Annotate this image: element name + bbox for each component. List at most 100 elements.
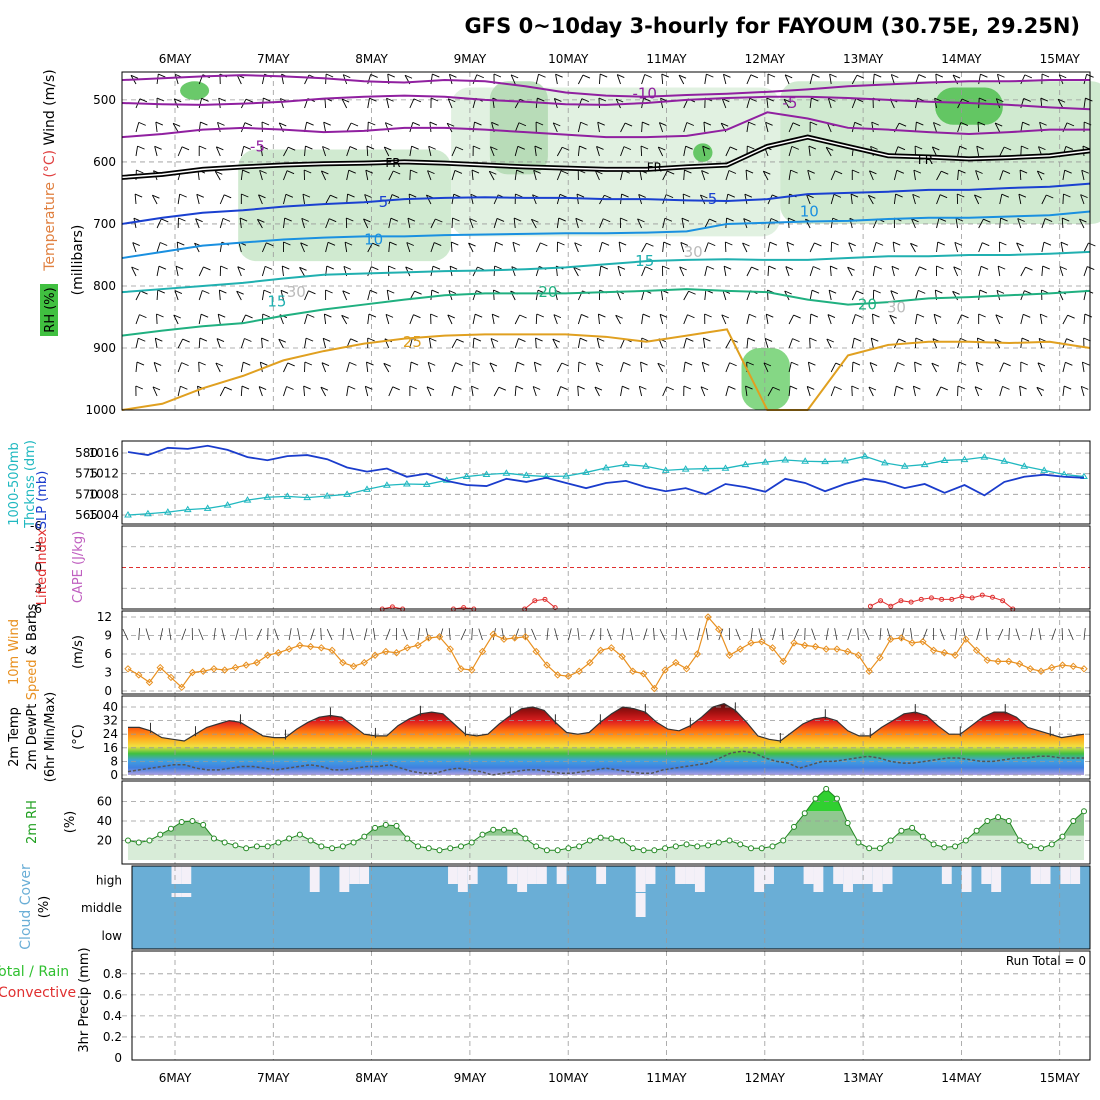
wind-barb [450,241,453,253]
wind-barb-flag [218,313,226,318]
wind-barb [722,290,727,301]
wind-barb [725,339,732,349]
wind-barb [173,98,179,109]
wind-barb-flag [155,337,163,342]
wind10-point [135,671,143,679]
wind10-point [242,661,250,669]
thickness-point [124,511,132,518]
wind-barb [785,266,790,277]
wind-barb-flag [764,338,773,342]
wind-barb-flag [833,193,842,198]
wind10-barb [643,628,648,641]
wind-barb [135,314,140,325]
panel-side-label-part: (6hr Min/Max) [43,692,58,782]
wind-barb-flag [405,266,413,271]
wind-barb-flag [383,362,391,367]
wind10-point [575,667,583,675]
wind-barb-flag [1043,241,1052,246]
wind-barb [1059,266,1064,277]
temp-tick-label: 32 [103,714,118,728]
wind-barb [744,194,748,205]
wind-barb-flag [177,241,185,246]
wind-barb-flag [534,145,543,150]
wind-barb [1019,386,1022,397]
temp-tick-label: 0 [110,768,118,782]
wind-barb [283,362,289,373]
wind-barb-flag [157,289,165,294]
wind-barb-flag [304,169,312,174]
wind-barb-flag [472,361,480,366]
wind10-point [500,635,508,643]
wind-barb [302,194,305,205]
wind-barb [240,338,245,349]
thickness-point [522,471,531,478]
wind-barb [1020,266,1026,277]
wind10-barb [402,628,408,641]
date-label-bottom: 10MAY [548,1071,589,1085]
wind-barb [596,146,600,157]
wind-barb-flag [747,337,756,342]
wind-barb-flag [453,193,461,198]
pressure-tick-label: 500 [93,93,116,107]
wind-barb-flag [997,265,1006,270]
wind-barb-flag [579,337,588,342]
wind-barb [341,315,348,325]
wind-barb-flag [348,385,356,390]
wind-barb-flag [896,169,904,174]
wind-barb [830,170,836,181]
wind-barb-flag [597,121,605,126]
wind-barb [1062,362,1066,373]
wind-barb-flag [701,170,709,174]
rh2m-point [372,824,379,831]
isotherm-line [121,288,1091,337]
wind-barb [658,122,664,133]
wind-barb [978,266,982,277]
thickness-point [582,468,590,475]
wind-barb-flag [161,218,169,223]
wind-barb [240,146,245,157]
wind-barb [132,242,137,253]
wind-barb-flag [637,218,645,223]
wind-barb-flag [325,73,334,78]
isotherm-label: 30 [684,243,703,261]
wind-barb-flag [957,385,966,390]
wind-barb-flag [365,385,373,390]
wind-barb [451,362,457,373]
wind-barb-flag [341,314,349,319]
thickness-point [761,458,770,465]
wind-barb-flag [349,361,357,366]
wind-barb-flag [306,121,314,126]
wind-barb-flag [283,241,291,246]
wind-barb-flag [958,361,967,366]
rh2m-point [694,843,701,850]
wind10-point [983,656,992,664]
wind-barb-flag [1044,218,1053,222]
wind-barb-flag [363,218,371,223]
wind-barb [322,338,327,349]
rh2m-point [146,837,153,844]
wind10-point [392,649,401,657]
wind-barb-flag [702,361,710,366]
wind-barb [721,98,727,109]
wind-barb-flag [518,338,526,342]
wind-barb [219,386,226,397]
wind10-line [127,615,1085,690]
wind-barb-flag [540,242,548,247]
wind-barb [534,146,537,157]
wind-barb-flag [454,385,462,390]
wind-barb [936,170,942,181]
wind-barb-flag [325,289,333,294]
wind-barb [788,122,794,133]
wind-barb-flag [1057,98,1066,103]
isotherm-label: -5 [250,137,265,155]
wind-barb [346,362,350,373]
wind-barb-flag [664,217,673,222]
wind-barb-flag [811,97,819,102]
date-label-bottom: 8MAY [355,1071,388,1085]
wind-barb-flag [933,313,942,318]
wind-barb-flag [856,290,864,295]
wind-barb [447,314,453,325]
wind-barb-flag [218,97,226,102]
lifted-index-point [552,605,558,611]
wind-barb [156,266,160,277]
